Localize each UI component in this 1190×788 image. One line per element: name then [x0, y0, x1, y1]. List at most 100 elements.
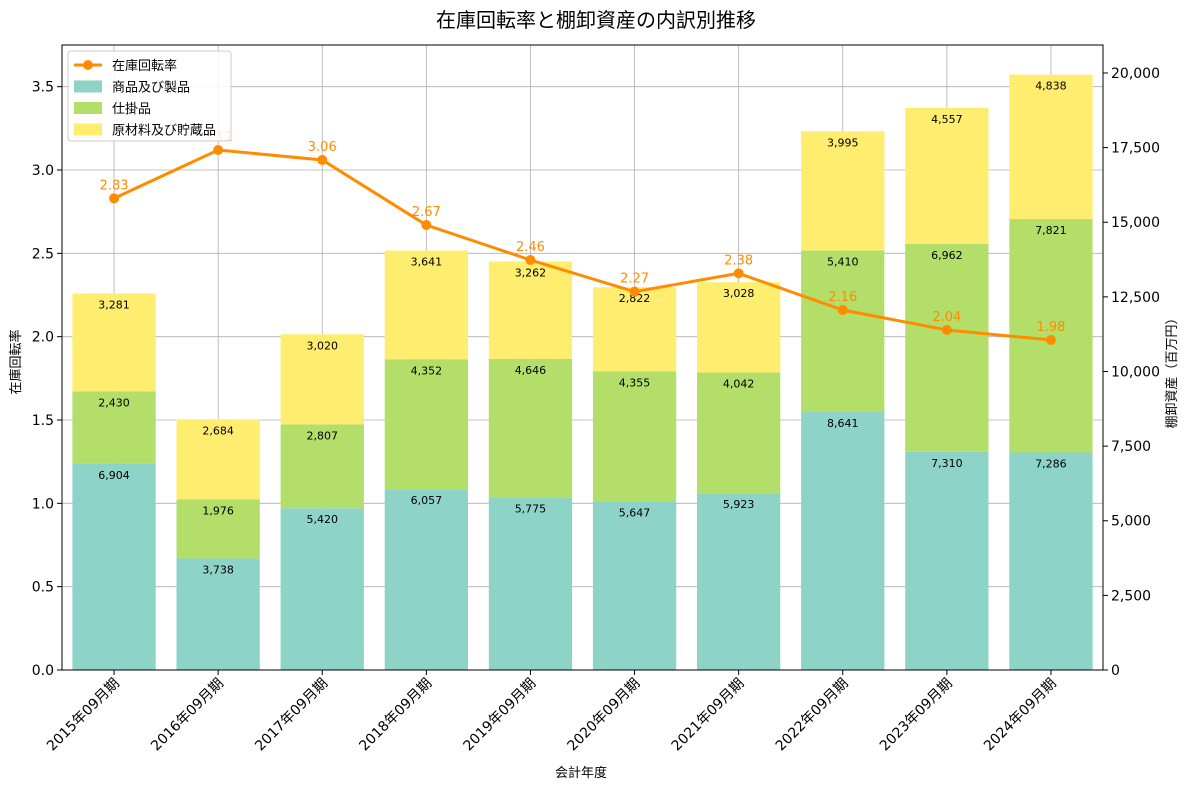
bar: [697, 372, 781, 494]
left-tick-label: 1.0: [32, 496, 54, 512]
turnover-point: [525, 255, 536, 265]
right-tick-label: 2,500: [1111, 588, 1151, 604]
x-tick-label: 2017年09月期: [252, 676, 331, 755]
bar: [592, 371, 677, 502]
left-tick-label: 1.5: [32, 413, 54, 429]
left-tick-label: 2.0: [32, 330, 54, 346]
turnover-point: [213, 145, 224, 155]
x-tick-label: 2019年09月期: [460, 676, 539, 755]
data-label: 4,646: [515, 364, 547, 377]
turnover-label: 2.27: [620, 272, 649, 287]
left-tick-label: 3.0: [32, 163, 54, 179]
bar: [801, 131, 885, 251]
x-tick-label: 2021年09月期: [669, 676, 748, 755]
turnover-point: [1045, 335, 1056, 345]
x-tick-label: 2024年09月期: [981, 676, 1060, 755]
legend-box: [67, 50, 232, 142]
data-label: 5,410: [827, 256, 859, 269]
legend-label: 商品及び製品: [112, 81, 190, 96]
data-label: 6,057: [411, 494, 443, 507]
x-tick-label: 2022年09月期: [773, 676, 852, 755]
bar: [72, 463, 156, 670]
x-tick-label: 2016年09月期: [148, 676, 227, 755]
data-label: 3,281: [98, 298, 130, 311]
bar: [592, 287, 677, 372]
legend-patch: [74, 123, 102, 136]
bar: [488, 261, 573, 359]
turnover-label: 1.98: [1036, 320, 1065, 335]
bar: [72, 293, 156, 392]
data-label: 4,042: [723, 378, 755, 391]
bar: [384, 359, 468, 490]
bar: [488, 358, 573, 498]
data-label: 2,430: [98, 396, 130, 409]
right-tick-label: 17,500: [1111, 141, 1160, 157]
x-tick-label: 2023年09月期: [877, 676, 956, 755]
legend-patch: [74, 80, 102, 93]
turnover-label: 2.16: [828, 290, 857, 305]
turnover-point: [941, 325, 952, 335]
bar: [801, 412, 885, 670]
x-axis-label: 会計年度: [555, 765, 607, 781]
legend-label: 在庫回転率: [112, 58, 177, 74]
bar: [384, 489, 468, 670]
bar: [72, 391, 156, 464]
bar: [1009, 74, 1093, 220]
bar: [176, 558, 260, 670]
data-label: 4,352: [411, 364, 443, 377]
data-label: 5,420: [307, 513, 339, 526]
left-tick-label: 3.5: [32, 80, 54, 96]
legend-label: 原材料及び貯蔵品: [112, 124, 216, 139]
right-tick-label: 5,000: [1111, 514, 1151, 530]
data-label: 2,822: [619, 292, 651, 305]
turnover-line: 2.833.123.062.672.462.272.382.162.041.98: [100, 130, 1065, 345]
turnover-point: [421, 220, 432, 230]
right-tick-label: 0: [1111, 663, 1120, 679]
right-tick-label: 15,000: [1111, 215, 1160, 231]
data-label: 3,262: [515, 267, 547, 280]
legend-patch: [74, 102, 102, 114]
right-tick-label: 12,500: [1111, 290, 1160, 306]
turnover-point: [317, 155, 328, 165]
bar: [280, 508, 364, 670]
plot-frame: [61, 44, 1104, 671]
data-label: 6,904: [98, 469, 130, 482]
right-tick-label: 10,000: [1111, 364, 1160, 380]
turnover-label: 2.46: [516, 240, 545, 255]
turnover-point: [837, 305, 848, 315]
data-label: 7,821: [1035, 224, 1067, 237]
turnover-label: 2.38: [724, 253, 753, 268]
bar: [697, 493, 781, 670]
bar: [488, 497, 573, 670]
data-label: 3,641: [411, 256, 443, 269]
data-label: 1,976: [202, 504, 234, 517]
data-label: 7,286: [1035, 458, 1067, 471]
turnover-point: [109, 193, 120, 204]
left-tick-label: 0.5: [32, 580, 54, 596]
right-tick-label: 7,500: [1111, 439, 1151, 455]
x-tick-label: 2015年09月期: [44, 676, 123, 755]
turnover-line-path: [113, 148, 1052, 342]
bar: [905, 451, 989, 670]
left-tick-label: 0.0: [32, 663, 54, 679]
turnover-label: 3.06: [308, 140, 337, 155]
data-label: 3,995: [827, 136, 859, 149]
data-label: 7,310: [931, 457, 963, 470]
y-axis-right-label: 棚卸資産（百万円）: [1164, 311, 1180, 428]
legend-label: 仕掛品: [112, 102, 151, 117]
bar: [176, 419, 260, 500]
chart-title: 在庫回転率と棚卸資産の内訳別推移: [436, 8, 756, 32]
turnover-label: 2.83: [100, 178, 129, 193]
bar: [280, 334, 364, 425]
data-label: 4,355: [619, 376, 651, 389]
right-tick-label: 20,000: [1111, 66, 1160, 82]
data-label: 5,647: [619, 506, 651, 519]
data-label: 8,641: [827, 417, 859, 430]
y-axis-left-label: 在庫回転率: [8, 329, 24, 394]
data-label: 2,684: [202, 424, 234, 437]
bar: [905, 243, 989, 452]
data-label: 3,738: [202, 563, 234, 576]
turnover-label: 2.04: [932, 310, 961, 325]
